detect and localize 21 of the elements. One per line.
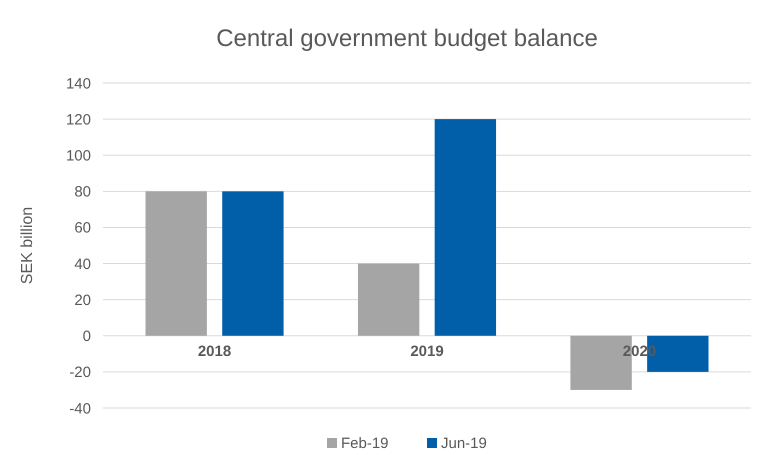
x-tick-label: 2019 [410, 342, 444, 360]
bar [222, 191, 284, 336]
legend-label: Jun-19 [441, 435, 487, 452]
y-tick-label: 140 [66, 75, 91, 92]
y-tick-label: 0 [82, 328, 91, 346]
y-tick-label: 100 [66, 147, 91, 164]
bar [358, 264, 420, 336]
y-tick-label: -20 [69, 364, 91, 382]
y-axis-title: SEK billion [19, 206, 36, 284]
bar [434, 119, 496, 336]
y-tick-label: -40 [69, 400, 91, 418]
x-tick-label: 2020 [622, 342, 656, 360]
y-tick-label: 120 [66, 111, 91, 128]
y-tick-label: 80 [74, 184, 91, 201]
bar [145, 191, 207, 336]
legend-label: Feb-19 [341, 435, 389, 452]
y-tick-label: 40 [74, 256, 91, 273]
y-tick-label: 20 [74, 292, 91, 309]
chart-title: Central government budget balance [216, 25, 598, 52]
x-tick-label: 2018 [198, 342, 232, 360]
y-tick-label: 60 [74, 220, 91, 237]
